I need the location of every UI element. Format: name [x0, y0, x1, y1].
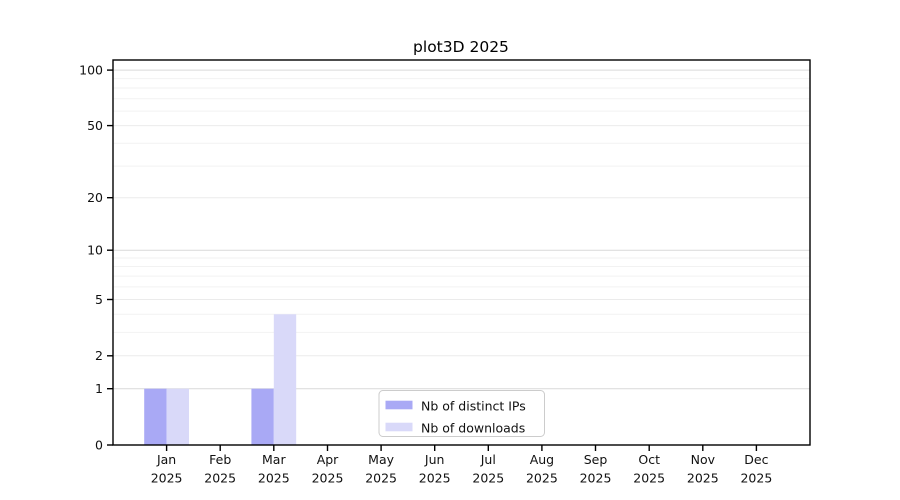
y-tick-label: 1: [95, 381, 103, 396]
x-tick-label-year: 2025: [419, 471, 451, 486]
bar-series: [144, 314, 297, 445]
legend: Nb of distinct IPs Nb of downloads: [378, 390, 545, 437]
x-tick-label-year: 2025: [204, 471, 236, 486]
x-tick-label-month: Sep: [584, 452, 608, 467]
x-tick-label-month: Aug: [530, 452, 554, 467]
x-tick-label-year: 2025: [580, 471, 612, 486]
x-tick-label-month: Nov: [691, 452, 716, 467]
x-tick-label-year: 2025: [526, 471, 558, 486]
bar: [251, 388, 274, 445]
plot-frame: [112, 59, 811, 446]
legend-swatch: [385, 400, 413, 410]
legend-box: [378, 390, 545, 437]
gridlines: [113, 69, 810, 390]
chart-title: plot3D 2025: [413, 38, 509, 56]
x-tick-label-year: 2025: [633, 471, 665, 486]
x-tick-label-month: Jun: [424, 452, 445, 467]
x-tick-label-year: 2025: [365, 471, 397, 486]
x-tick-label-month: Mar: [262, 452, 286, 467]
x-tick-label-month: May: [368, 452, 394, 467]
y-tick-label: 100: [79, 62, 103, 77]
x-tick-label-year: 2025: [472, 471, 504, 486]
y-tick-label: 5: [95, 292, 103, 307]
bar: [166, 388, 189, 445]
y-tick-label: 2: [95, 348, 103, 363]
y-tick-label: 0: [95, 437, 103, 452]
y-tick-label: 50: [87, 118, 103, 133]
x-tick-label-month: Apr: [317, 452, 339, 467]
x-tick-label-year: 2025: [687, 471, 719, 486]
y-tick-label: 20: [87, 190, 103, 205]
x-tick-label-month: Jan: [156, 452, 176, 467]
legend-label: Nb of downloads: [421, 421, 525, 436]
x-tick-label-month: Oct: [638, 452, 660, 467]
x-tick-label-year: 2025: [258, 471, 290, 486]
axis-ticks-and-labels: 0 1 2 5 10 20 50 100 Jan 2025 Feb 2025 Mar 2025 Apr 202…: [79, 62, 772, 485]
x-tick-label-month: Jul: [480, 452, 496, 467]
x-tick-label-year: 2025: [151, 471, 183, 486]
x-tick-label-month: Feb: [209, 452, 231, 467]
x-tick-label-month: Dec: [744, 452, 768, 467]
y-tick-label: 10: [87, 243, 103, 258]
legend-label: Nb of distinct IPs: [421, 399, 526, 414]
legend-swatch: [385, 422, 413, 432]
x-tick-label-year: 2025: [740, 471, 772, 486]
bar: [273, 314, 297, 445]
bar: [144, 388, 167, 445]
x-tick-label-year: 2025: [312, 471, 344, 486]
